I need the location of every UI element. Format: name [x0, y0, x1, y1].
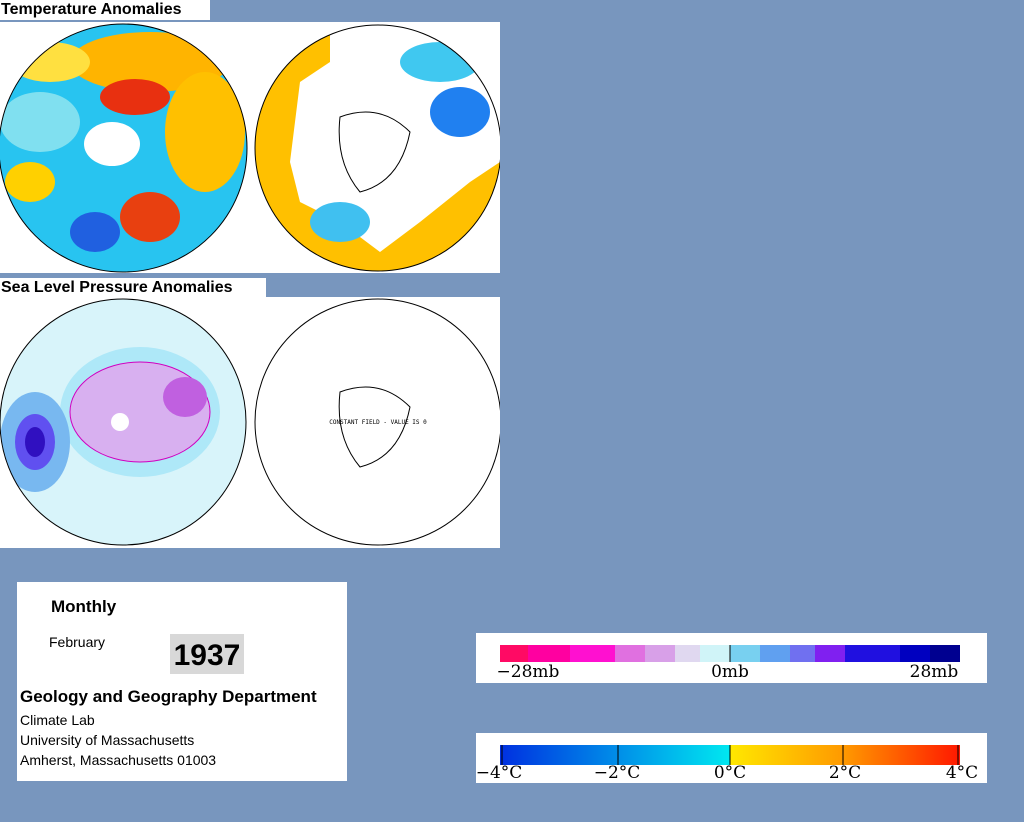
pressure-colorbar: −28mb 0mb 28mb — [497, 645, 960, 682]
legend-label: −2°C — [594, 763, 641, 783]
info-box: Monthly February 1937 Geology and Geogra… — [17, 582, 347, 781]
section-title: Temperature Anomalies — [0, 0, 210, 20]
address-line: Climate Lab — [20, 712, 95, 728]
legend-label: −4°C — [476, 763, 522, 783]
legend-label: 0°C — [714, 763, 746, 783]
section-title: Sea Level Pressure Anomalies — [0, 278, 266, 298]
address-line: Amherst, Massachusetts 01003 — [20, 752, 217, 768]
department: Geology and Geography Department — [20, 687, 317, 706]
temperature-map-svg — [0, 23, 502, 273]
legend-label: 28mb — [910, 662, 959, 682]
pressure-maps: CONSTANT FIELD - VALUE IS 0 — [0, 297, 502, 548]
address-line: University of Massachusetts — [20, 732, 195, 748]
temperature-colorbar: −4°C −2°C 0°C 2°C 4°C — [476, 745, 978, 783]
legend-label: 0mb — [711, 662, 749, 682]
legend-label: −28mb — [497, 662, 560, 682]
north-pressure-map — [0, 299, 246, 545]
pressure-map-svg: CONSTANT FIELD - VALUE IS 0 — [0, 298, 502, 546]
legend-label: 2°C — [829, 763, 861, 783]
north-temperature-map — [0, 24, 247, 272]
legend-label: 4°C — [946, 763, 978, 783]
year: 1937 — [170, 634, 244, 674]
period: Monthly — [51, 597, 117, 616]
temperature-maps — [0, 22, 502, 273]
south-temperature-map — [255, 25, 501, 271]
month: February — [49, 634, 106, 650]
pressure-legend: −28mb 0mb 28mb — [476, 633, 987, 683]
map-note: CONSTANT FIELD - VALUE IS 0 — [329, 419, 427, 426]
temperature-legend: −4°C −2°C 0°C 2°C 4°C — [476, 733, 987, 783]
